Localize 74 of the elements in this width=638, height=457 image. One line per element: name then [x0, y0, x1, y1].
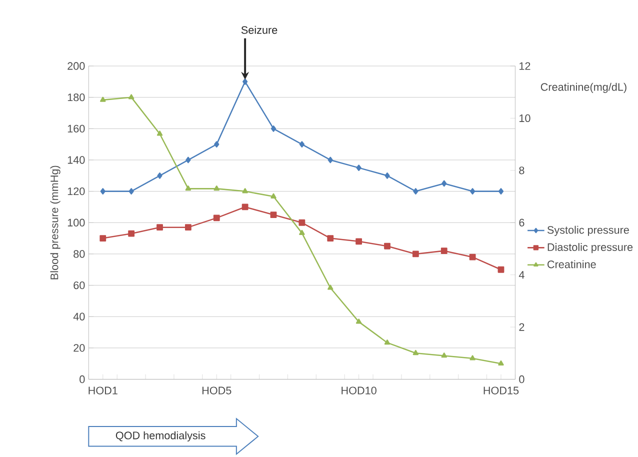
- point: [356, 238, 362, 245]
- x-tick-label: HOD1: [88, 386, 118, 394]
- legend-label: Systolic pressure: [547, 226, 629, 236]
- point: [442, 180, 447, 187]
- point: [242, 188, 248, 194]
- point: [328, 284, 334, 290]
- y-tick-label: 0: [80, 375, 85, 384]
- point: [214, 185, 220, 191]
- point: [498, 360, 504, 366]
- point: [384, 242, 390, 250]
- y2-tick-label: 12: [520, 62, 530, 70]
- y2-tick-label: 4: [518, 271, 524, 279]
- point: [270, 212, 277, 218]
- point: [156, 224, 163, 230]
- point: [441, 352, 447, 358]
- point: [413, 188, 418, 194]
- x-tick-label: HOD5: [202, 386, 232, 394]
- text: QOD hemodialysis: [116, 431, 206, 442]
- point: [213, 214, 220, 222]
- point: [440, 248, 448, 254]
- y2-tick-label: 8: [519, 166, 524, 174]
- point: [470, 188, 476, 194]
- point: [128, 230, 135, 237]
- y2-tick-label: 10: [520, 114, 530, 122]
- point: [242, 78, 248, 85]
- point: [128, 188, 134, 194]
- y2-axis-title: Creatinine(mg/dL): [540, 82, 626, 93]
- y-tick-label: 60: [74, 281, 85, 290]
- x-tick-label: HOD10: [342, 386, 376, 394]
- point: [328, 156, 333, 164]
- legend-label: Creatinine: [548, 260, 596, 268]
- point: [242, 204, 248, 210]
- text: Seizure: [241, 26, 278, 34]
- point: [498, 188, 504, 194]
- y-axis-title: Blood pressure (mmHg): [50, 166, 60, 280]
- point: [100, 96, 106, 102]
- y-tick-label: 200: [68, 62, 85, 70]
- y-tick-label: 100: [68, 218, 85, 226]
- point: [412, 350, 419, 356]
- point: [100, 188, 106, 194]
- point: [214, 141, 220, 148]
- y-tick-label: 80: [74, 250, 85, 258]
- point: [384, 339, 390, 345]
- y2-tick-label: 6: [519, 218, 524, 226]
- point: [184, 224, 192, 230]
- y-tick-label: 140: [68, 156, 85, 164]
- point: [384, 172, 390, 179]
- point: [469, 254, 476, 260]
- point: [498, 266, 504, 273]
- y2-tick-label: 2: [519, 323, 524, 331]
- point: [270, 193, 276, 198]
- point: [270, 125, 276, 132]
- point: [186, 156, 191, 164]
- point: [356, 164, 362, 171]
- y-tick-label: 160: [68, 124, 85, 132]
- point: [299, 230, 305, 235]
- point: [327, 235, 334, 242]
- point: [100, 235, 106, 242]
- point: [156, 130, 163, 136]
- y-tick-label: 20: [74, 344, 85, 352]
- point: [128, 94, 134, 100]
- point: [185, 185, 192, 191]
- point: [412, 250, 419, 258]
- y-tick-label: 180: [68, 93, 85, 102]
- legend-label: Diastolic pressure: [548, 242, 633, 254]
- x-tick-label: HOD15: [484, 386, 519, 394]
- y2-tick-label: 0: [519, 375, 524, 384]
- y-tick-label: 40: [73, 312, 85, 320]
- point: [157, 172, 162, 179]
- point: [299, 141, 304, 148]
- point: [298, 219, 306, 226]
- point: [356, 318, 362, 324]
- point: [470, 355, 476, 360]
- y-tick-label: 120: [68, 187, 85, 196]
